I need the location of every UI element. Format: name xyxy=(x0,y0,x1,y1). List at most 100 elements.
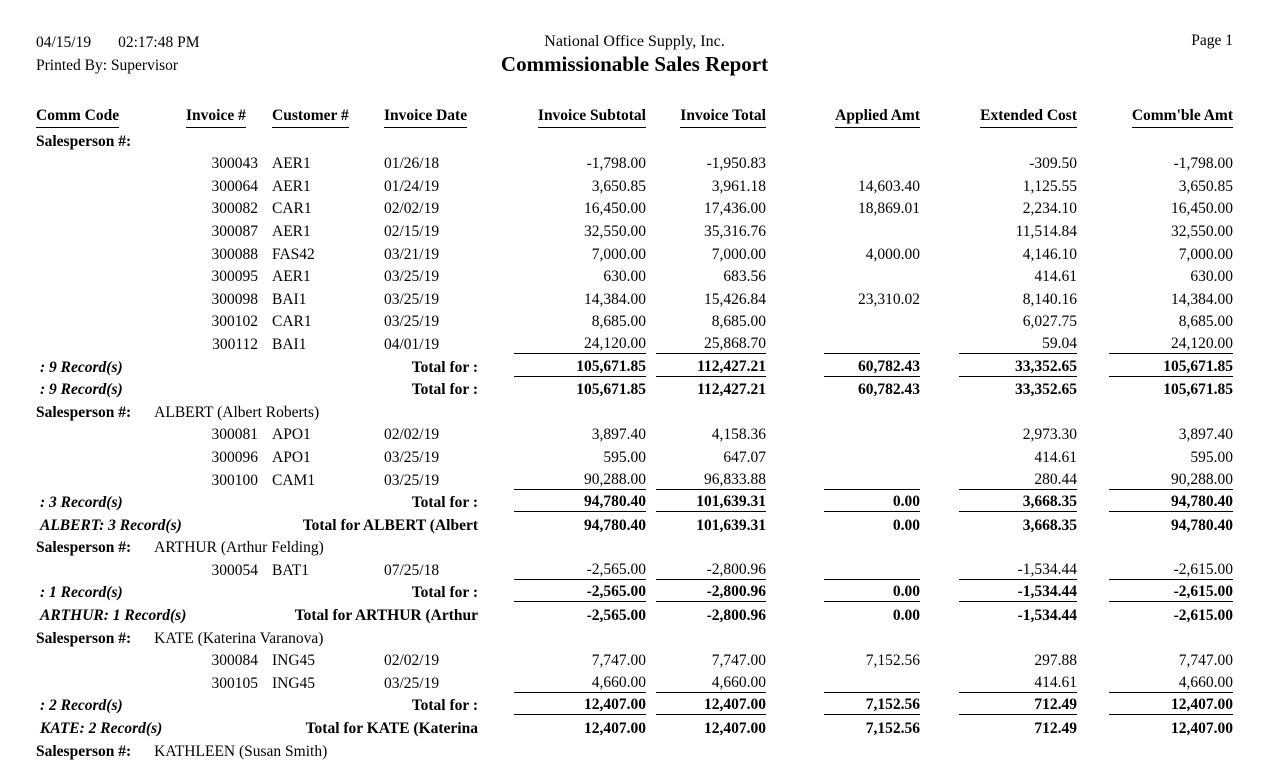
underlined-amount: 12,407.00 xyxy=(514,696,646,716)
cell-amount: 59.04 xyxy=(920,331,1077,354)
underlined-amount: 4,660.00 xyxy=(656,674,766,693)
cell-amount xyxy=(766,264,920,287)
cell-total-amount: 94,780.40 xyxy=(584,516,646,534)
cell-amount xyxy=(766,557,920,580)
cell-amount: 297.88 xyxy=(1034,652,1077,670)
invoice-row: 300088 FAS42 03/21/19 7,000.00 7,000.00 4,000… xyxy=(36,241,1234,264)
cell-amount: 2,234.10 xyxy=(1022,200,1077,218)
cell-total-amount: -2,800.96 xyxy=(646,580,766,603)
salesperson-name: ALBERT (Albert Roberts) xyxy=(154,403,320,421)
underlined-amount: 59.04 xyxy=(959,335,1077,354)
underlined-amount: 0.00 xyxy=(824,583,920,603)
group-total-row: KATE: 2 Record(s) Total for KATE (Katerin… xyxy=(36,715,1233,738)
salesperson-cell: Salesperson #: ALBERT (Albert Roberts) xyxy=(36,399,1233,422)
header-row: Comm Code Invoice # Customer # Invoice D… xyxy=(36,100,1233,128)
underlined-amount: 12,407.00 xyxy=(1109,696,1233,716)
cell-amount: 96,833.88 xyxy=(646,467,766,490)
group-total-row: ARTHUR: 1 Record(s) Total for ARTHUR (Art… xyxy=(36,602,1233,625)
total-for-label: Total for : xyxy=(411,494,478,512)
cell-comm-code xyxy=(36,196,186,219)
cell-amount: 7,747.00 xyxy=(1178,652,1233,670)
salesperson-label: Salesperson #: xyxy=(36,403,132,421)
cell-comm-code xyxy=(36,286,186,309)
cell-invoice-date: 01/26/18 xyxy=(384,155,440,173)
cell-total-amount: 7,152.56 xyxy=(865,720,920,738)
cell-comm-code xyxy=(36,331,186,354)
cell-amount: 14,603.40 xyxy=(858,177,920,195)
cell-amount: -1,534.44 xyxy=(920,557,1077,580)
underlined-amount: 4,660.00 xyxy=(514,674,646,693)
records-count-label: ARTHUR: 1 Record(s) xyxy=(40,607,187,625)
underlined-amount: 414.61 xyxy=(959,674,1077,693)
cell-total-amount: 94,780.40 xyxy=(1171,516,1233,534)
cell-amount: 90,288.00 xyxy=(1077,467,1233,490)
cell-customer-number: APO1 xyxy=(272,426,311,444)
cell-invoice-number: 300054 xyxy=(211,561,259,579)
cell-amount: 25,868.70 xyxy=(646,331,766,354)
subtotal-row: : 2 Record(s) Total for : 12,407.00 12,407.… xyxy=(36,693,1233,716)
cell-invoice-number: 300112 xyxy=(212,335,258,353)
cell-total-amount: 12,407.00 xyxy=(480,693,646,716)
cell-customer-number: FAS42 xyxy=(272,245,315,263)
cell-total-amount: 12,407.00 xyxy=(704,720,766,738)
cell-amount: 7,152.56 xyxy=(865,652,920,670)
cell-invoice-number: 300043 xyxy=(211,155,259,173)
underlined-amount: 24,120.00 xyxy=(514,335,646,354)
underlined-amount: 90,288.00 xyxy=(1109,471,1233,490)
salesperson-name: ARTHUR (Arthur Felding) xyxy=(154,539,324,557)
cell-amount: 414.61 xyxy=(1034,268,1077,286)
total-for-label: Total for ALBERT (Albert xyxy=(302,516,478,534)
cell-amount xyxy=(766,331,920,354)
cell-invoice-date: 02/02/19 xyxy=(384,200,440,218)
cell-amount: -2,565.00 xyxy=(480,557,646,580)
cell-amount: 14,384.00 xyxy=(584,290,646,308)
cell-amount: 3,897.40 xyxy=(591,426,646,444)
company-name: National Office Supply, Inc. xyxy=(544,33,725,50)
sales-table: Comm Code Invoice # Customer # Invoice D… xyxy=(36,100,1233,761)
total-for-label: Total for : xyxy=(411,381,478,399)
cell-invoice-date: 03/25/19 xyxy=(384,313,440,331)
underlined-amount xyxy=(824,674,920,693)
cell-total-amount: 33,352.65 xyxy=(1015,381,1077,399)
cell-amount: 18,869.01 xyxy=(858,200,920,218)
printed-by: Printed By: Supervisor xyxy=(36,57,179,74)
cell-total-amount: 0.00 xyxy=(766,580,920,603)
cell-amount: 16,450.00 xyxy=(584,200,646,218)
cell-amount: 35,316.76 xyxy=(704,222,766,240)
cell-invoice-date: 03/25/19 xyxy=(384,268,440,286)
cell-amount: -309.50 xyxy=(1029,155,1077,173)
cell-amount xyxy=(766,151,920,174)
salesperson-name: KATE (Katerina Varanova) xyxy=(154,629,324,647)
cell-amount: 7,747.00 xyxy=(711,652,766,670)
cell-amount: 24,120.00 xyxy=(480,331,646,354)
records-count-label: : 9 Record(s) xyxy=(40,358,123,376)
salesperson-label: Salesperson #: xyxy=(36,742,132,760)
cell-total-amount: -2,800.96 xyxy=(706,607,766,625)
salesperson-cell: Salesperson #: KATHLEEN (Susan Smith) xyxy=(36,738,1233,761)
cell-amount: -2,800.96 xyxy=(646,557,766,580)
cell-total-amount: 3,668.35 xyxy=(920,490,1077,513)
cell-amount: 630.00 xyxy=(1190,268,1233,286)
cell-amount: 3,650.85 xyxy=(591,177,646,195)
underlined-amount: -2,615.00 xyxy=(1109,583,1233,603)
table-body: Salesperson #: 300043 AER1 01/26/18 -1,798.0… xyxy=(36,128,1233,761)
cell-total-amount: 12,407.00 xyxy=(1171,720,1233,738)
cell-amount: 1,125.55 xyxy=(1022,177,1077,195)
cell-comm-code xyxy=(36,422,186,445)
cell-comm-code xyxy=(36,218,186,241)
invoice-row: 300112 BAI1 04/01/19 24,120.00 25,868.70 59.… xyxy=(36,331,1233,354)
salesperson-row-partial: Salesperson #: KATHLEEN (Susan Smith) xyxy=(36,738,1233,761)
invoice-row: 300054 BAT1 07/25/18 -2,565.00 -2,800.96 -1,… xyxy=(36,557,1233,580)
cell-customer-number: ING45 xyxy=(272,652,316,670)
cell-invoice-number: 300102 xyxy=(211,313,259,331)
cell-total-amount: 105,671.85 xyxy=(1077,354,1233,377)
cell-comm-code xyxy=(36,151,186,174)
cell-invoice-number: 300082 xyxy=(211,200,259,218)
cell-total-amount: 94,780.40 xyxy=(480,490,646,513)
cell-amount: 414.61 xyxy=(1034,448,1077,466)
cell-total-amount: -2,565.00 xyxy=(480,580,646,603)
cell-invoice-number: 300105 xyxy=(211,674,259,692)
cell-amount: 7,000.00 xyxy=(711,245,766,263)
cell-total-amount: 3,668.35 xyxy=(1022,516,1077,534)
total-for-label: Total for ARTHUR (Arthur xyxy=(294,607,478,625)
